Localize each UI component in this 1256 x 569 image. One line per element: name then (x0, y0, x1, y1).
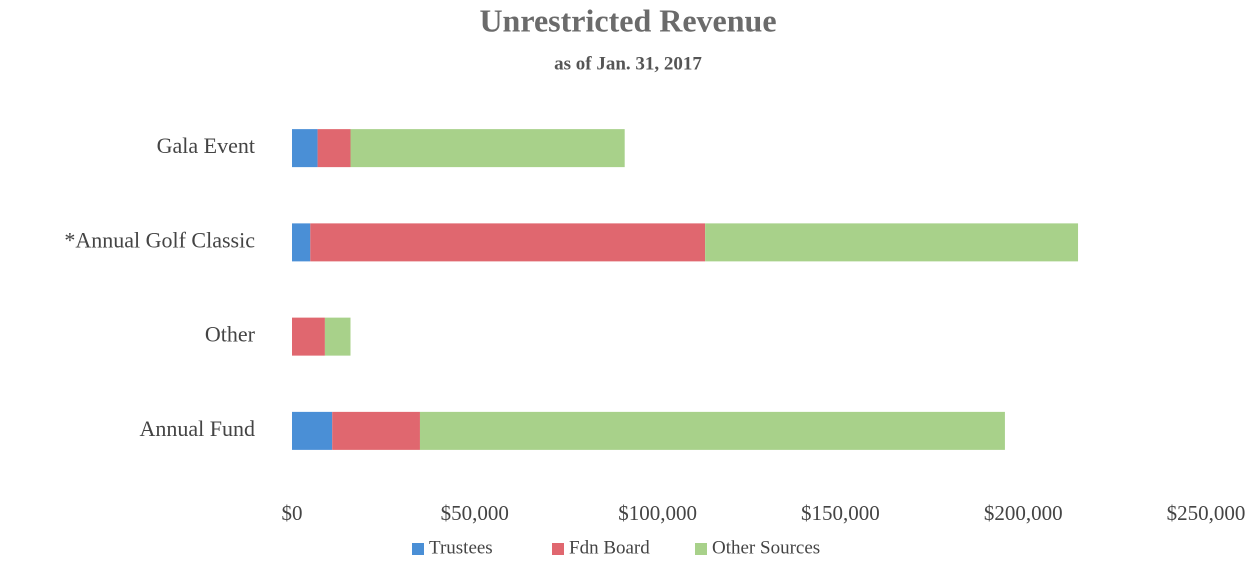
bar-segment (332, 411, 420, 450)
legend-swatch (412, 543, 424, 555)
x-tick-label: $150,000 (801, 501, 880, 525)
legend-swatch (695, 543, 707, 555)
legend-swatch (552, 543, 564, 555)
bar-segment (310, 223, 706, 262)
bar-segment (292, 411, 333, 450)
x-tick-label: $0 (282, 501, 303, 525)
legend-label: Fdn Board (569, 537, 650, 558)
bar-segment (350, 129, 625, 168)
chart-subtitle: as of Jan. 31, 2017 (554, 53, 702, 74)
legend-label: Trustees (429, 537, 493, 558)
bar-segment (317, 129, 351, 168)
y-tick-label: *Annual Golf Classic (64, 227, 255, 252)
chart-title: Unrestricted Revenue (479, 2, 776, 38)
y-tick-label: Gala Event (157, 133, 255, 158)
legend-label: Other Sources (712, 537, 820, 558)
x-tick-label: $250,000 (1167, 501, 1246, 525)
bar-segment (292, 129, 318, 168)
y-tick-label: Annual Fund (140, 416, 256, 441)
x-tick-label: $200,000 (984, 501, 1063, 525)
x-tick-label: $50,000 (441, 501, 509, 525)
bar-segment (292, 317, 325, 356)
y-tick-label: Other (205, 322, 256, 347)
bar-segment (419, 411, 1005, 450)
bar-segment (324, 317, 351, 356)
bar-segment (292, 223, 311, 262)
x-tick-label: $100,000 (618, 501, 697, 525)
bar-segment (705, 223, 1079, 262)
